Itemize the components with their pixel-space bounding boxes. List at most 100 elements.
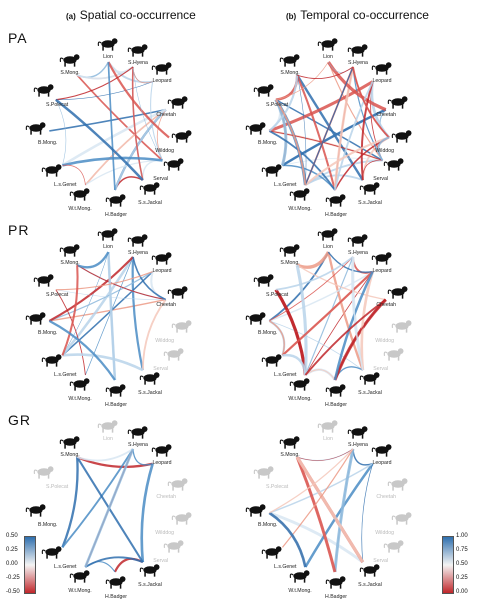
- edge: [360, 271, 374, 371]
- edge: [304, 136, 390, 186]
- edge: [55, 289, 86, 376]
- species-label: H.Badger: [105, 212, 127, 218]
- edge: [269, 448, 354, 514]
- edge-layer: [48, 251, 167, 381]
- species-label: S.Mong.: [60, 70, 79, 76]
- tick: 0.50: [456, 561, 468, 567]
- species-label: Wilddog: [155, 530, 174, 536]
- edge: [282, 157, 383, 166]
- species-label: H.Badger: [325, 594, 347, 600]
- row-label-gr: GR: [8, 412, 31, 428]
- leopard-icon: [371, 444, 392, 457]
- species-label: Leopard: [152, 268, 171, 274]
- edge: [49, 298, 166, 322]
- species-label: W.t.Mong.: [68, 588, 91, 594]
- edge: [304, 462, 374, 568]
- edge: [281, 270, 374, 357]
- species-label: S.Hyena: [348, 250, 368, 256]
- edge-layer: [268, 448, 374, 573]
- shyena-icon: [127, 426, 148, 439]
- species-label: Lion: [323, 54, 333, 60]
- edge: [275, 256, 354, 291]
- edge: [269, 320, 285, 356]
- edge: [84, 448, 135, 568]
- hbadger-icon: [325, 576, 346, 589]
- species-label: B.Mong.: [258, 140, 277, 146]
- bmong-icon: [25, 312, 46, 325]
- species-label: W.t.Mong.: [68, 396, 91, 402]
- edge: [76, 264, 166, 301]
- col-title-temporal: (b) Temporal co-occurrence: [286, 8, 429, 22]
- edge: [76, 61, 110, 78]
- species-label: Lion: [103, 54, 113, 60]
- spolecat-icon: [33, 466, 54, 479]
- species-label: Wilddog: [375, 148, 394, 154]
- edge-layer: [268, 251, 387, 381]
- shyena-icon: [127, 234, 148, 247]
- species-label: Serval: [153, 366, 168, 372]
- species-label: L.s.Genet: [274, 182, 297, 188]
- ssjackal-icon: [359, 564, 380, 577]
- species-label: S.Polecat: [266, 484, 289, 490]
- lsgenet-icon: [261, 164, 282, 177]
- tick: 0.50: [6, 533, 18, 539]
- tick: 0.75: [456, 547, 468, 553]
- wilddog-icon: [171, 320, 192, 333]
- species-label: Serval: [153, 176, 168, 182]
- edge: [296, 74, 336, 191]
- smong-icon: [59, 436, 80, 449]
- edge: [269, 130, 383, 161]
- species-label: Cheetah: [156, 302, 176, 308]
- shyena-icon: [347, 44, 368, 57]
- edge: [281, 108, 387, 167]
- edge: [333, 66, 355, 191]
- species-label: S.Mong.: [280, 70, 299, 76]
- wtmong-icon: [289, 378, 310, 391]
- species-label: Serval: [373, 176, 388, 182]
- cheetah-icon: [167, 478, 188, 491]
- lsgenet-icon: [41, 546, 62, 559]
- edge: [55, 98, 144, 181]
- edge: [268, 511, 364, 564]
- species-label: Leopard: [372, 268, 391, 274]
- edge: [327, 251, 364, 371]
- species-label: S.s.Jackal: [138, 582, 162, 588]
- cheetah-icon: [167, 286, 188, 299]
- hbadger-icon: [325, 194, 346, 207]
- edge: [141, 299, 167, 371]
- lion-icon: [317, 420, 338, 433]
- smong-icon: [279, 54, 300, 67]
- ssjackal-icon: [139, 182, 160, 195]
- edge: [85, 256, 134, 376]
- edge: [85, 561, 116, 573]
- edge: [305, 271, 373, 376]
- edge: [76, 456, 144, 563]
- species-label: L.s.Genet: [274, 564, 297, 570]
- edge-layer: [268, 61, 391, 191]
- edge: [62, 164, 86, 186]
- cheetah-icon: [167, 96, 188, 109]
- species-label: S.s.Jackal: [138, 200, 162, 206]
- lion-icon: [317, 228, 338, 241]
- species-label: Leopard: [152, 460, 171, 466]
- species-label: Lion: [323, 244, 333, 250]
- edge: [295, 456, 365, 563]
- species-label: S.s.Jackal: [138, 390, 162, 396]
- edge: [269, 320, 364, 371]
- panel-PR-spatial: Lion S.Hyena Leopard Cheetah Wilddog Serval S.…: [25, 228, 192, 408]
- tick: 0.00: [456, 589, 468, 595]
- wtmong-icon: [69, 570, 90, 583]
- species-label: B.Mong.: [38, 522, 57, 528]
- species-label: Leopard: [372, 78, 391, 84]
- row-label-pa: PA: [8, 30, 28, 46]
- edge: [49, 108, 166, 132]
- spolecat-icon: [253, 84, 274, 97]
- lsgenet-icon: [41, 354, 62, 367]
- edge: [61, 457, 79, 548]
- species-label: Lion: [103, 244, 113, 250]
- lsgenet-icon: [41, 164, 62, 177]
- edge: [305, 369, 336, 381]
- species-label: L.s.Genet: [54, 182, 77, 188]
- bmong-icon: [25, 122, 46, 135]
- species-label: Cheetah: [376, 302, 396, 308]
